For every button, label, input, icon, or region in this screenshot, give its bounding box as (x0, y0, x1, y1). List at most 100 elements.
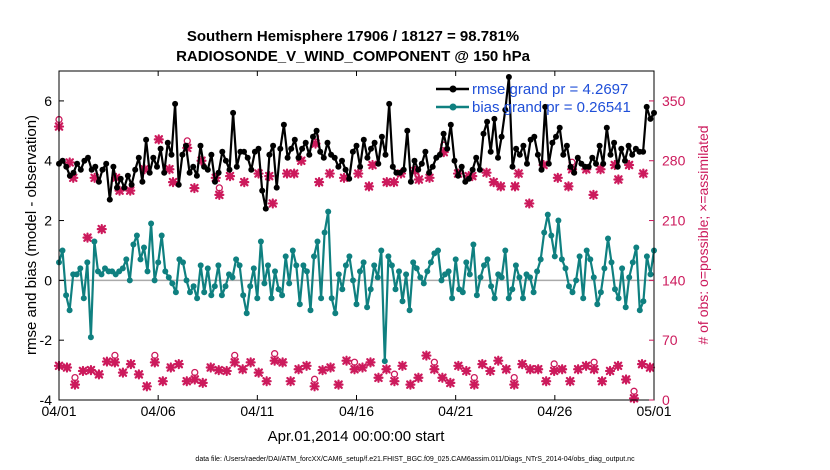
bias-data-point (63, 292, 70, 299)
bias-data-point (601, 265, 608, 272)
y2-tick-label: 140 (662, 272, 686, 288)
bias-data-point (583, 247, 590, 254)
obs-possible-marker (270, 350, 279, 358)
bias-data-point (629, 259, 636, 266)
bias-data-point (512, 262, 519, 269)
rmse-data-point (277, 145, 284, 152)
rmse-data-point (542, 103, 549, 110)
rmse-data-point (150, 154, 157, 161)
rmse-data-point (331, 154, 338, 161)
bias-data-point (151, 277, 158, 284)
bias-data-point (155, 259, 162, 266)
obs-assimilated-marker (224, 171, 236, 182)
rmse-data-point (124, 172, 131, 179)
rmse-data-point (466, 175, 472, 182)
rmse-data-point (407, 178, 414, 185)
rmse-data-point (190, 163, 197, 170)
obs-assimilated-marker (125, 185, 136, 196)
obs-assimilated-marker (310, 138, 321, 149)
bias-data-point (587, 256, 594, 263)
rmse-data-point (520, 142, 527, 149)
obs-assimilated-marker (114, 185, 125, 196)
bias-data-point (165, 274, 172, 281)
rmse-data-point (611, 139, 618, 146)
y-tick-label: 2 (44, 213, 52, 229)
bias-data-point (211, 283, 218, 290)
rmse-data-point (596, 142, 603, 149)
bias-data-point (484, 256, 491, 263)
bias-data-point (229, 274, 236, 281)
obs-assimilated-marker (205, 362, 216, 373)
y-axis-ticks: -4 -2 0 2 4 6 (40, 93, 64, 408)
obs-assimilated-marker (64, 157, 75, 168)
obs-assimilated-marker (453, 360, 464, 371)
obs-assimilated-marker (509, 379, 520, 390)
obs-assimilated-marker (563, 181, 574, 192)
rmse-data-point (164, 139, 171, 146)
rmse-data-point (411, 157, 418, 164)
obs-possible-marker (111, 351, 119, 360)
bias-data-point (357, 268, 363, 275)
rmse-data-point (295, 154, 302, 161)
bias-data-point (353, 301, 360, 308)
bias-data-point (194, 295, 201, 302)
bias-data-point (254, 295, 261, 302)
bias-data-point (218, 292, 225, 299)
obs-assimilated-marker (513, 168, 524, 179)
rmse-data-point (161, 169, 168, 176)
bias-data-point (201, 289, 208, 296)
obs-assimilated-marker (493, 355, 504, 366)
rmse-data-point (219, 148, 226, 155)
bias-data-point (282, 253, 289, 260)
bias-data-point (445, 268, 452, 275)
rmse-data-point (320, 154, 327, 161)
bias-data-point (272, 268, 278, 275)
rmse-data-point (353, 142, 360, 149)
rmse-data-point (233, 163, 240, 170)
bias-data-point (268, 295, 275, 302)
rmse-data-point (622, 157, 628, 164)
rmse-data-point (404, 127, 411, 134)
x-tick-label: 04/26 (537, 403, 572, 419)
bias-data-point (573, 277, 580, 284)
rmse-data-point (74, 160, 81, 167)
bias-data-point (374, 274, 381, 281)
rmse-data-point (346, 175, 353, 182)
obs-assimilated-marker (324, 168, 335, 179)
x-tick-label: 04/01 (41, 403, 76, 419)
obs-assimilated-marker (461, 365, 472, 377)
rmse-data-point (563, 142, 570, 149)
obs-assimilated-marker (289, 168, 300, 179)
bias-data-point (141, 244, 147, 251)
x-tick-label: 04/06 (141, 403, 176, 419)
rmse-data-point (241, 148, 247, 155)
rmse-data-point (193, 172, 200, 179)
obs-assimilated-marker (429, 364, 440, 375)
bias-data-point (491, 295, 498, 302)
bias-data-point (615, 295, 622, 302)
rmse-data-point (273, 184, 280, 191)
rmse-data-point (625, 142, 632, 149)
rmse-data-point (531, 133, 538, 140)
rmse-data-point (284, 154, 291, 161)
obs-assimilated-marker (181, 376, 192, 387)
legend-rmse-marker (449, 85, 457, 93)
bias-data-point (367, 286, 374, 293)
rmse-data-point (436, 151, 443, 158)
obs-assimilated-marker (85, 364, 97, 376)
obs-assimilated-marker (253, 168, 264, 179)
rmse-data-point (299, 145, 306, 152)
rmse-data-point (538, 166, 545, 173)
rmse-data-point (139, 178, 146, 185)
rmse-data-point (415, 166, 422, 173)
rmse-data-point (212, 178, 218, 185)
bias-data-point (502, 247, 509, 254)
y2-tick-label: 0 (662, 392, 670, 408)
rmse-data-point (643, 103, 650, 110)
rmse-data-point (357, 163, 364, 170)
obs-possible-marker (430, 358, 439, 366)
rmse-data-point (339, 157, 345, 164)
legend-bias-text: bias grand pr = 0.26541 (472, 99, 631, 116)
bias-data-point (516, 274, 523, 281)
rmse-data-point (585, 163, 592, 170)
